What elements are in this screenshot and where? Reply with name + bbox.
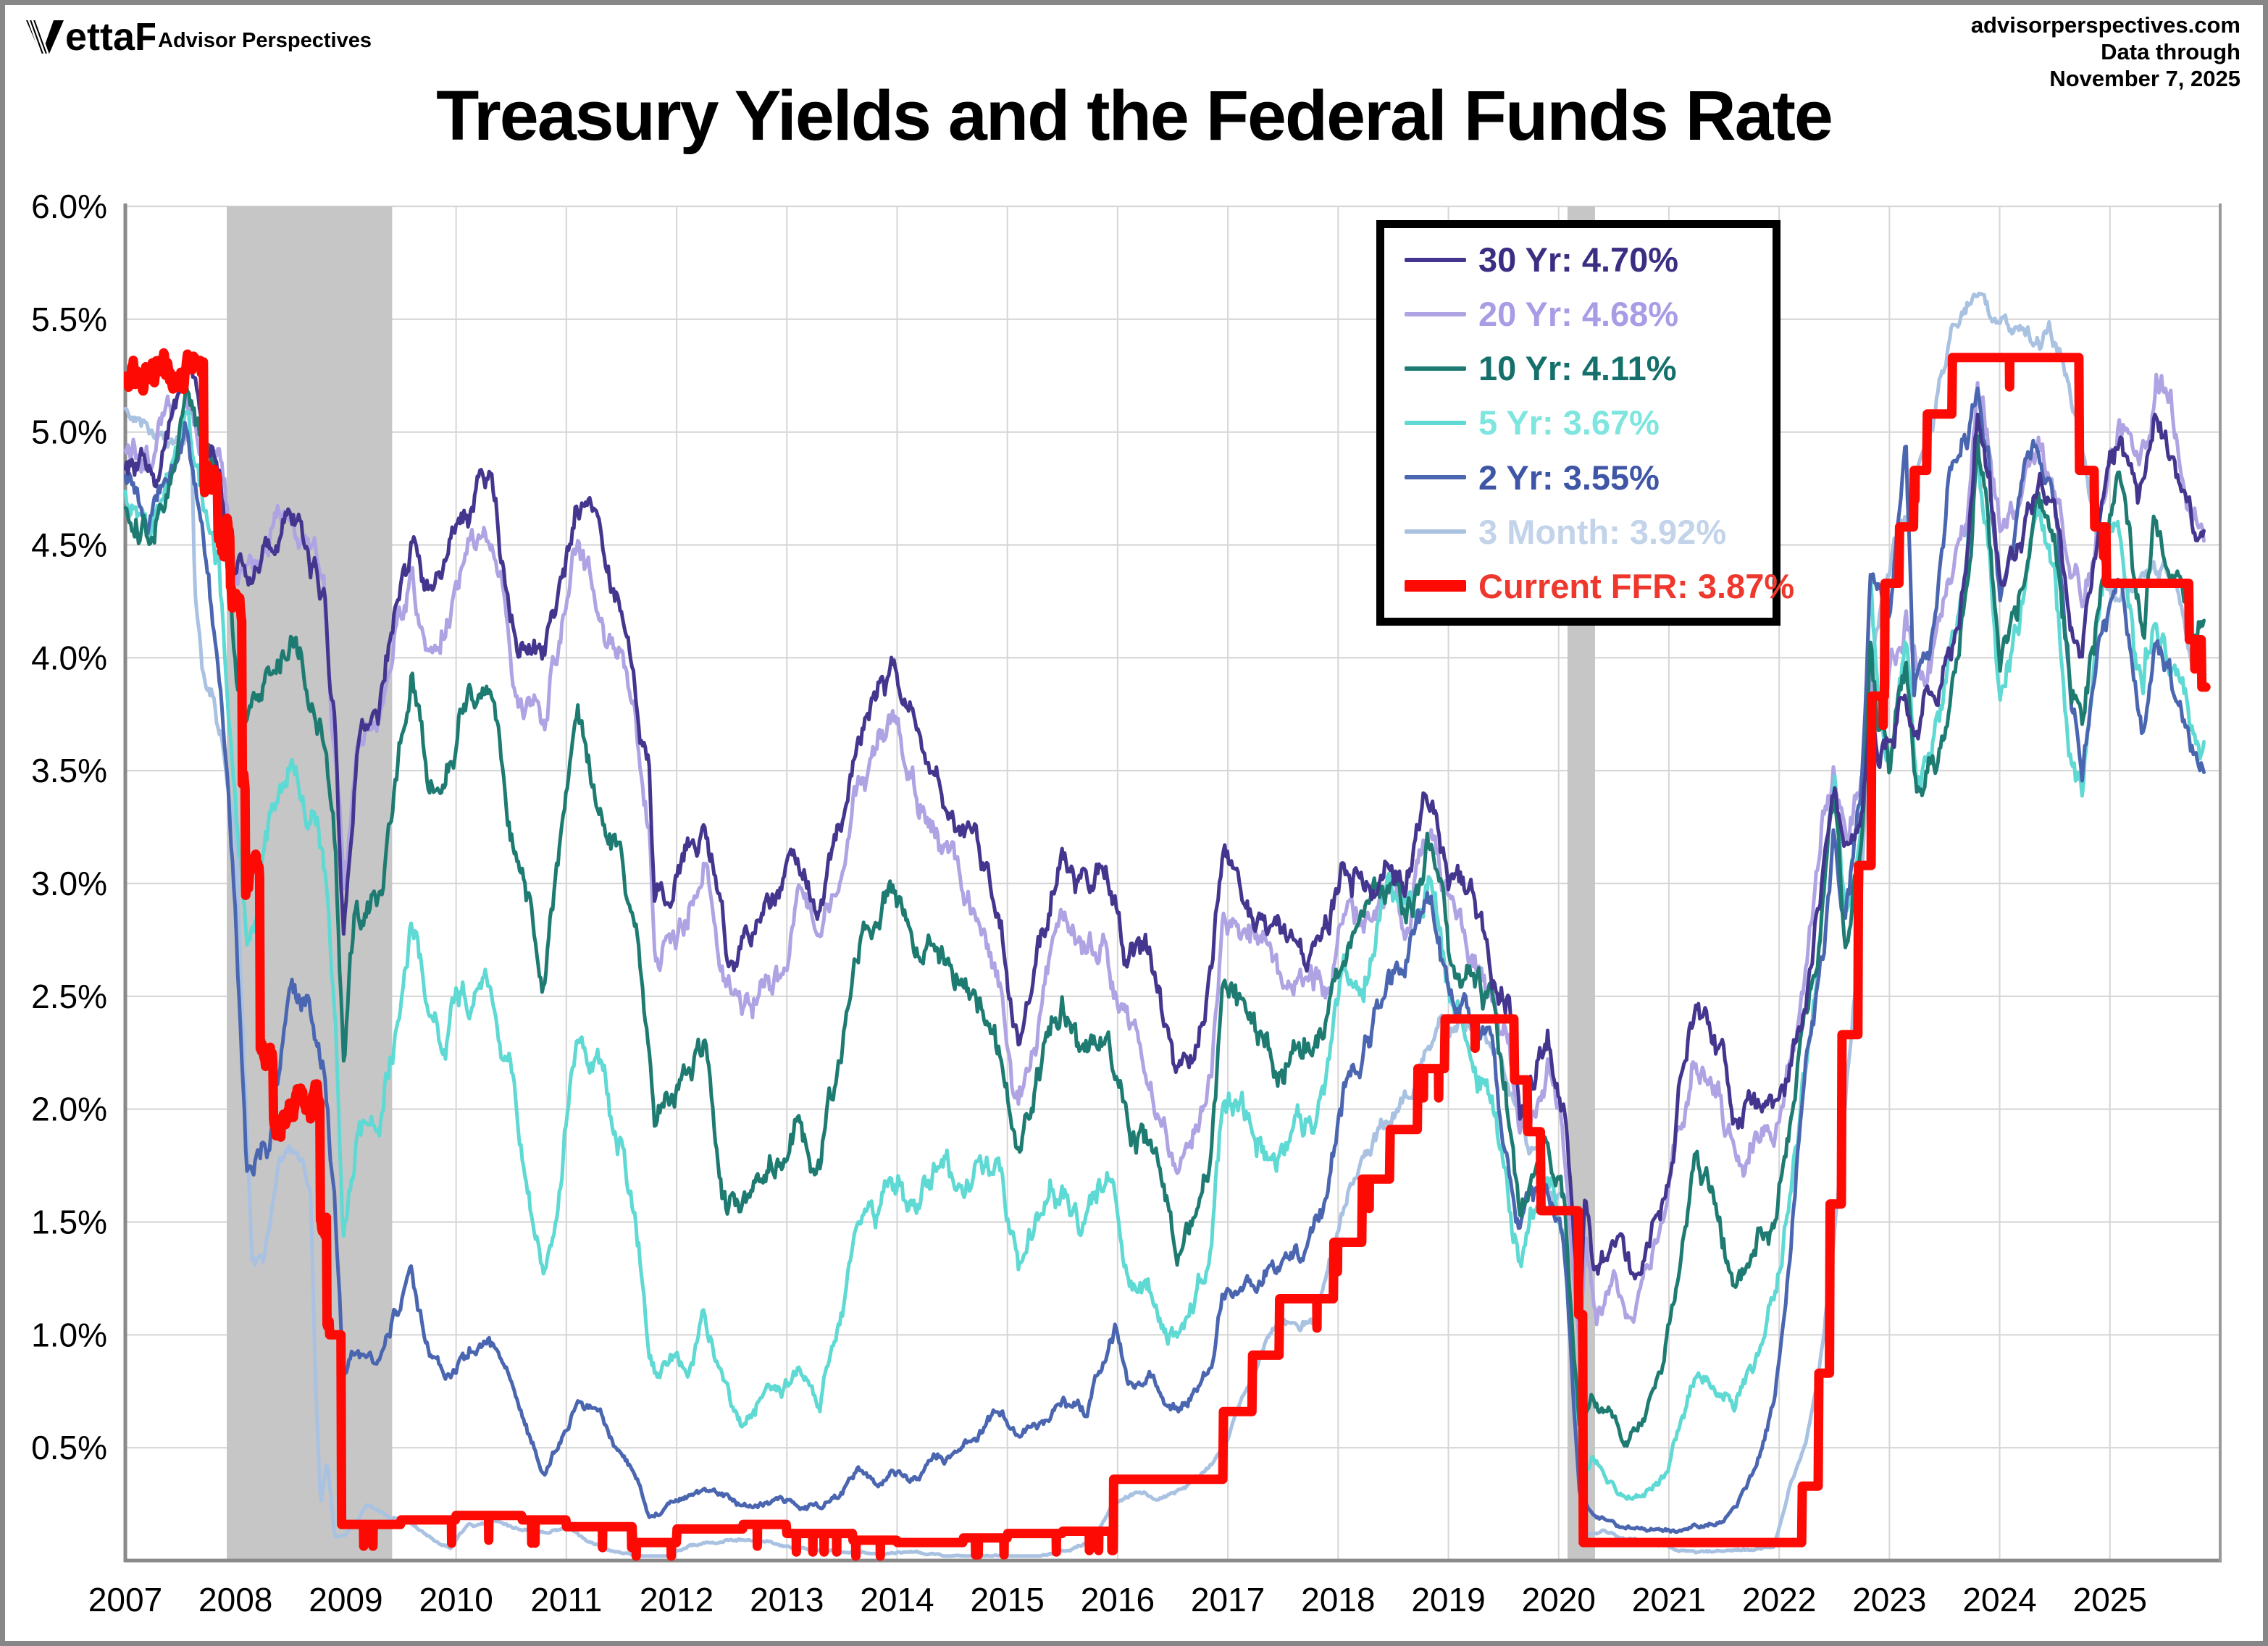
logo-text: ettaFi <box>65 16 155 56</box>
legend-label: 2 Yr: 3.55% <box>1478 458 1660 497</box>
logo-subtitle: Advisor Perspectives <box>158 29 372 52</box>
legend-item-20-yr: 20 Yr: 4.68% <box>1405 294 1765 334</box>
x-tick-label: 2014 <box>860 1581 934 1618</box>
y-tick-label: 3.5% <box>31 752 107 789</box>
legend: 30 Yr: 4.70% 20 Yr: 4.68% 10 Yr: 4.11% 5 Yr… <box>1376 220 1794 626</box>
x-tick-label: 2008 <box>198 1581 272 1618</box>
x-tick-label: 2010 <box>419 1581 493 1618</box>
series-5-yr <box>124 409 2206 1501</box>
series-20-yr <box>124 372 2206 1350</box>
recession-band <box>227 206 393 1561</box>
legend-item-current-ffr: Current FFR: 3.87% <box>1405 566 1794 606</box>
legend-label: 5 Yr: 3.67% <box>1478 403 1660 442</box>
legend-line-sample <box>1405 420 1466 425</box>
legend-item-2-yr: 2 Yr: 3.55% <box>1405 458 1765 497</box>
y-tick-label: 1.0% <box>31 1316 107 1353</box>
legend-label: 30 Yr: 4.70% <box>1478 240 1679 280</box>
series-3-month <box>124 291 2206 1558</box>
y-tick-label: 0.5% <box>31 1429 107 1466</box>
x-tick-label: 2012 <box>640 1581 714 1618</box>
x-tick-label: 2022 <box>1742 1581 1816 1618</box>
x-tick-label: 2021 <box>1632 1581 1706 1618</box>
y-tick-label: 6.0% <box>31 188 107 225</box>
x-tick-label: 2007 <box>88 1581 162 1618</box>
legend-item-5-yr: 5 Yr: 3.67% <box>1405 403 1765 442</box>
series-30-yr <box>124 364 2206 1322</box>
series-2-yr <box>124 386 2206 1534</box>
y-tick-label: 2.0% <box>31 1091 107 1128</box>
legend-label: 3 Month: 3.92% <box>1478 512 1727 551</box>
y-tick-label: 5.5% <box>31 301 107 338</box>
x-tick-label: 2015 <box>971 1581 1045 1618</box>
legend-line-sample <box>1405 257 1466 262</box>
legend-label: Current FFR: 3.87% <box>1478 566 1795 605</box>
y-tick-label: 5.0% <box>31 413 107 451</box>
y-tick-label: 3.0% <box>31 865 107 902</box>
x-tick-label: 2017 <box>1191 1581 1265 1618</box>
legend-item-30-yr: 30 Yr: 4.70% <box>1405 240 1765 280</box>
vettafi-logo: ettaFi <box>25 16 155 56</box>
x-tick-label: 2024 <box>1962 1581 2036 1618</box>
data-through-date: November 7, 2025 <box>2049 66 2240 91</box>
x-tick-label: 2025 <box>2073 1581 2147 1618</box>
source-block: advisorperspectives.com Data through Nov… <box>1971 12 2240 92</box>
x-tick-label: 2018 <box>1301 1581 1375 1618</box>
legend-label: 20 Yr: 4.68% <box>1478 295 1679 334</box>
legend-line-sample <box>1405 366 1466 371</box>
legend-label: 10 Yr: 4.11% <box>1478 349 1677 388</box>
y-tick-label: 4.0% <box>31 639 107 676</box>
x-tick-label: 2016 <box>1081 1581 1155 1618</box>
source-site: advisorperspectives.com <box>1970 12 2240 38</box>
x-tick-label: 2013 <box>750 1581 824 1618</box>
y-tick-label: 2.5% <box>31 978 107 1015</box>
legend-line-sample <box>1405 475 1466 480</box>
y-tick-label: 4.5% <box>31 526 107 564</box>
legend-item-10-yr: 10 Yr: 4.11% <box>1405 348 1765 388</box>
x-tick-label: 2020 <box>1522 1581 1596 1618</box>
data-through-label: Data through <box>2101 39 2240 64</box>
x-tick-label: 2009 <box>309 1581 382 1618</box>
x-tick-label: 2023 <box>1852 1581 1926 1618</box>
x-tick-label: 2011 <box>530 1581 602 1618</box>
legend-line-sample <box>1405 529 1466 534</box>
vettafi-logo-icon: ettaFi <box>26 16 155 56</box>
series-current-ffr <box>124 348 2211 1561</box>
x-tick-label: 2019 <box>1411 1581 1485 1618</box>
legend-line-sample <box>1405 311 1466 316</box>
legend-line-sample <box>1405 580 1466 592</box>
y-tick-label: 1.5% <box>31 1204 107 1241</box>
chart-title: Treasury Yields and the Federal Funds Ra… <box>436 76 1833 155</box>
legend-item-3-month: 3 Month: 3.92% <box>1405 512 1765 552</box>
